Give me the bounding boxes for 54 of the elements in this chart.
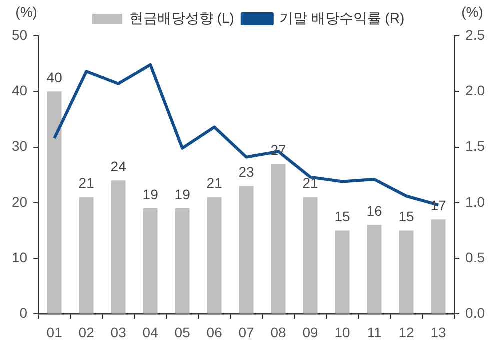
data-label: 40 (46, 70, 63, 86)
x-tick-label: 12 (398, 324, 415, 340)
x-tick-label: 01 (46, 324, 63, 340)
legend-label: 기말 배당수익률 (R) (279, 10, 405, 26)
bar (239, 186, 254, 314)
x-tick-label: 11 (367, 324, 382, 340)
x-tick-label: 02 (78, 324, 95, 340)
x-tick-label: 10 (334, 324, 351, 340)
x-tick-label: 04 (142, 324, 159, 340)
y2-axis-title: (%) (462, 4, 484, 20)
y-axis-title: (%) (16, 4, 38, 20)
y-tick-label: 20 (12, 194, 28, 210)
y-tick-label: 40 (12, 82, 28, 98)
data-label: 21 (302, 175, 319, 192)
y-tick-label: 50 (12, 26, 28, 43)
data-label: 19 (174, 186, 191, 202)
x-tick-label: 03 (110, 324, 127, 340)
data-label: 24 (110, 158, 127, 175)
y2-tick-label: 1.0 (466, 194, 486, 210)
x-tick-label: 06 (206, 324, 223, 340)
y-tick-label: 10 (12, 249, 28, 266)
data-label: 16 (366, 203, 383, 220)
x-tick-label: 09 (302, 324, 319, 340)
bar (47, 92, 62, 314)
data-label: 21 (78, 175, 95, 192)
y2-tick-label: 0.0 (466, 305, 486, 322)
data-label: 15 (334, 208, 351, 225)
bar (111, 180, 126, 314)
data-label: 21 (206, 175, 223, 192)
bar (271, 164, 286, 314)
data-label: 15 (398, 208, 415, 225)
bar (175, 208, 190, 314)
data-label: 19 (142, 186, 159, 202)
y-tick-label: 0 (20, 305, 28, 322)
x-tick-label: 05 (174, 324, 191, 340)
y2-tick-label: 0.5 (466, 249, 486, 266)
y2-tick-label: 2.5 (466, 26, 486, 43)
bar (207, 197, 222, 314)
bar (431, 220, 446, 314)
bar (367, 225, 382, 314)
bar (79, 197, 94, 314)
x-tick-label: 13 (430, 324, 447, 340)
bar (399, 230, 414, 314)
bar (335, 230, 350, 314)
y-tick-label: 30 (12, 138, 28, 154)
x-tick-label: 08 (270, 324, 287, 340)
y2-tick-label: 1.5 (466, 138, 486, 154)
x-tick-label: 07 (238, 324, 255, 340)
data-label: 17 (430, 197, 447, 214)
y2-tick-label: 2.0 (466, 82, 486, 98)
data-label: 23 (238, 164, 255, 180)
legend-label: 현금배당성향 (L) (129, 10, 234, 26)
bar (303, 197, 318, 314)
bar (143, 208, 158, 314)
